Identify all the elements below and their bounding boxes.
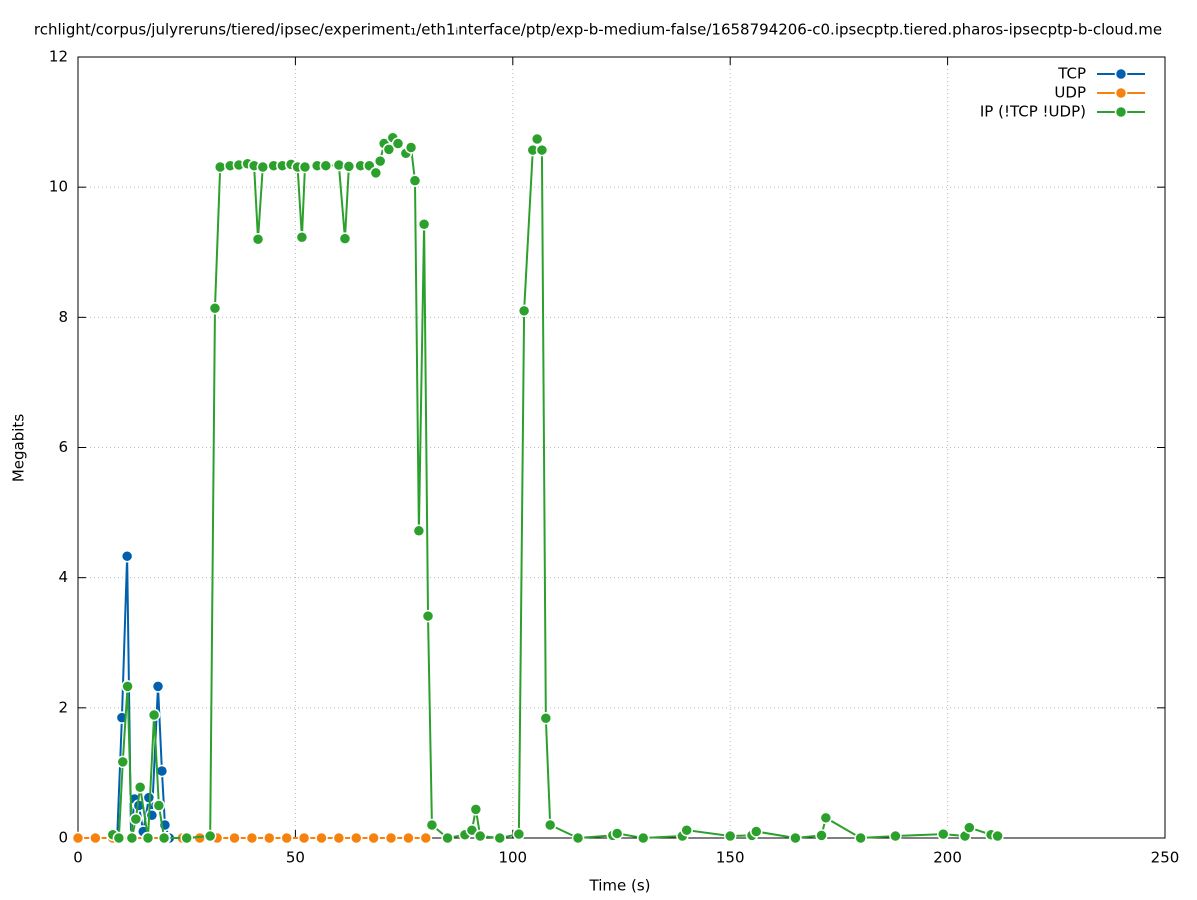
y-tick-label: 0	[58, 829, 68, 847]
data-point	[121, 680, 134, 693]
data-point	[151, 680, 165, 693]
data-point	[854, 831, 867, 845]
data-point	[543, 818, 557, 832]
x-axis-label: Time (s)	[589, 877, 651, 895]
data-point	[228, 831, 241, 845]
data-point	[369, 166, 383, 180]
data-point	[937, 827, 950, 841]
data-point	[332, 158, 346, 172]
data-point	[493, 831, 507, 845]
chart-title: rchlight/corpus/julyreruns/tiered/ipsec/…	[34, 21, 1162, 39]
data-point	[315, 831, 328, 845]
legend-marker	[1114, 105, 1128, 119]
y-tick-label: 4	[58, 568, 68, 586]
y-tick-label: 6	[58, 438, 68, 456]
data-point	[373, 154, 387, 168]
data-point	[338, 232, 352, 245]
data-point	[402, 831, 415, 845]
data-point	[535, 143, 549, 157]
data-point	[469, 803, 483, 816]
data-point	[342, 160, 356, 173]
data-point	[280, 831, 293, 845]
data-point	[152, 799, 166, 812]
data-point	[530, 132, 544, 146]
data-point	[384, 831, 398, 845]
x-tick-label: 100	[498, 849, 527, 867]
data-point	[89, 831, 102, 845]
data-point	[412, 524, 426, 538]
data-point	[889, 829, 902, 843]
x-tick-label: 150	[716, 849, 745, 867]
data-point	[404, 141, 418, 154]
data-point	[473, 829, 487, 843]
data-point	[203, 829, 217, 843]
data-point	[147, 708, 161, 722]
data-point	[421, 609, 435, 623]
y-tick-label: 12	[49, 48, 68, 66]
data-point	[815, 829, 828, 842]
data-point	[571, 831, 585, 845]
data-point	[297, 831, 311, 845]
legend-marker	[1114, 67, 1128, 81]
y-tick-label: 8	[58, 308, 68, 326]
legend-marker	[1114, 86, 1128, 100]
data-point	[367, 831, 380, 845]
data-point	[141, 831, 155, 845]
data-point	[441, 831, 454, 845]
data-point	[213, 160, 227, 174]
data-point	[133, 780, 147, 794]
data-point	[298, 160, 312, 174]
data-point	[256, 160, 270, 174]
data-point	[263, 831, 276, 845]
data-point	[391, 137, 405, 150]
data-point	[382, 143, 396, 156]
data-point	[425, 818, 439, 832]
data-point	[180, 831, 193, 845]
legend-label: IP (!TCP !UDP)	[980, 103, 1086, 121]
data-point	[116, 755, 130, 769]
y-tick-label: 2	[58, 698, 68, 716]
data-point	[112, 831, 126, 845]
data-point	[350, 831, 363, 845]
data-point	[819, 811, 833, 825]
data-point	[157, 831, 171, 845]
data-point	[129, 812, 143, 826]
data-point	[636, 831, 650, 845]
plot-border	[77, 56, 1166, 839]
data-point	[295, 231, 309, 244]
series-line	[112, 135, 998, 840]
data-point	[419, 831, 433, 845]
data-point	[245, 831, 259, 845]
data-point	[610, 827, 624, 840]
data-point	[680, 823, 693, 837]
data-point	[125, 831, 139, 845]
legend-label: UDP	[1054, 84, 1086, 102]
y-axis-label: Megabits	[10, 414, 28, 482]
data-point	[465, 823, 479, 837]
x-tick-label: 250	[1151, 849, 1180, 867]
data-point	[512, 827, 526, 841]
data-point	[539, 711, 553, 725]
data-point	[71, 831, 85, 845]
data-point	[963, 821, 976, 834]
data-point	[408, 174, 422, 187]
x-tick-label: 50	[286, 849, 305, 867]
data-point	[120, 549, 134, 563]
legend-label: TCP	[1057, 65, 1086, 83]
data-point	[417, 218, 431, 231]
data-point	[332, 831, 346, 845]
data-point	[319, 159, 333, 172]
data-point	[251, 232, 265, 246]
data-point	[208, 301, 222, 315]
data-point	[991, 829, 1004, 843]
data-point	[723, 829, 737, 843]
data-point	[517, 304, 531, 318]
y-tick-label: 10	[49, 178, 68, 196]
data-point	[750, 825, 763, 838]
data-point	[789, 831, 802, 845]
x-tick-label: 200	[933, 849, 962, 867]
x-tick-label: 0	[73, 849, 83, 867]
